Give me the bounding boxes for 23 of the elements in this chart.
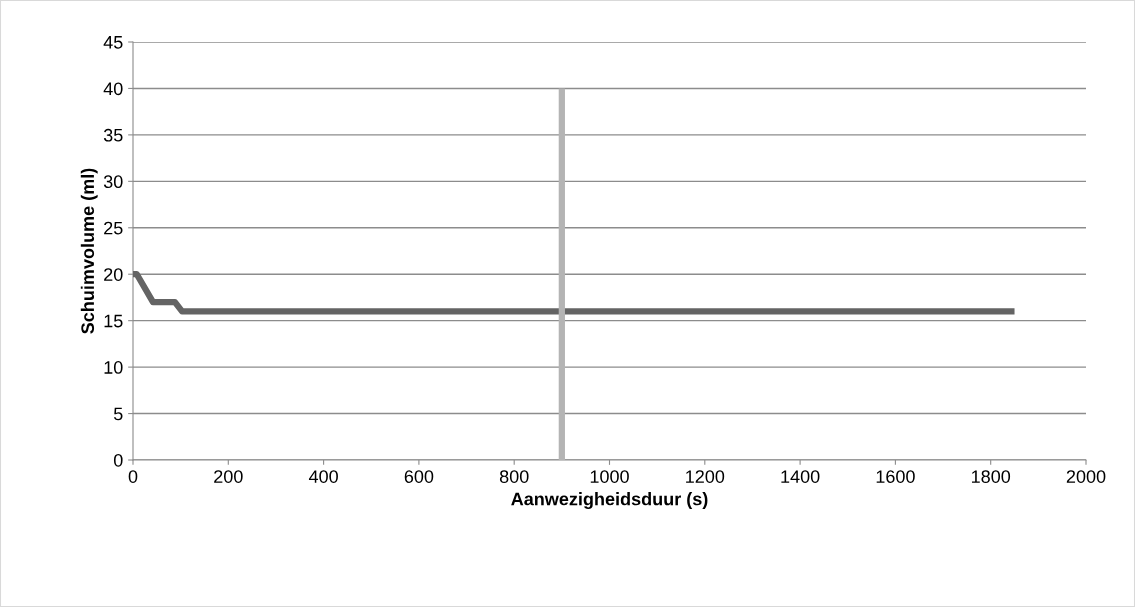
y-tick-label: 40: [103, 82, 123, 96]
x-tick-label: 2000: [1066, 470, 1106, 483]
y-tick-label: 10: [104, 361, 123, 374]
x-tick-label: 200: [214, 470, 243, 483]
y-tick-label: 5: [113, 407, 123, 421]
y-tick-label: 30: [103, 175, 123, 189]
y-tick-label: 45: [103, 36, 123, 49]
y-tick-label: 15: [104, 314, 123, 328]
y-tick-label: 20: [104, 268, 123, 281]
x-tick-label: 400: [308, 470, 338, 483]
x-tick-label: 1000: [590, 470, 629, 483]
y-axis-title: Schuimvolume (ml): [80, 168, 98, 334]
y-tick-label: 35: [103, 128, 123, 142]
x-tick-label: 800: [499, 470, 529, 483]
x-tick-label: 1200: [686, 470, 725, 483]
x-tick-label: 1400: [781, 470, 820, 483]
x-axis-title: Aanwezigheidsduur (s): [511, 492, 708, 510]
x-tick-label: 1600: [876, 470, 915, 483]
x-tick-label: 1800: [972, 470, 1011, 483]
y-tick-label: 0: [113, 453, 123, 467]
y-tick-label: 25: [104, 221, 123, 235]
x-tick-label: 0: [128, 470, 138, 483]
x-tick-label: 600: [404, 470, 434, 483]
